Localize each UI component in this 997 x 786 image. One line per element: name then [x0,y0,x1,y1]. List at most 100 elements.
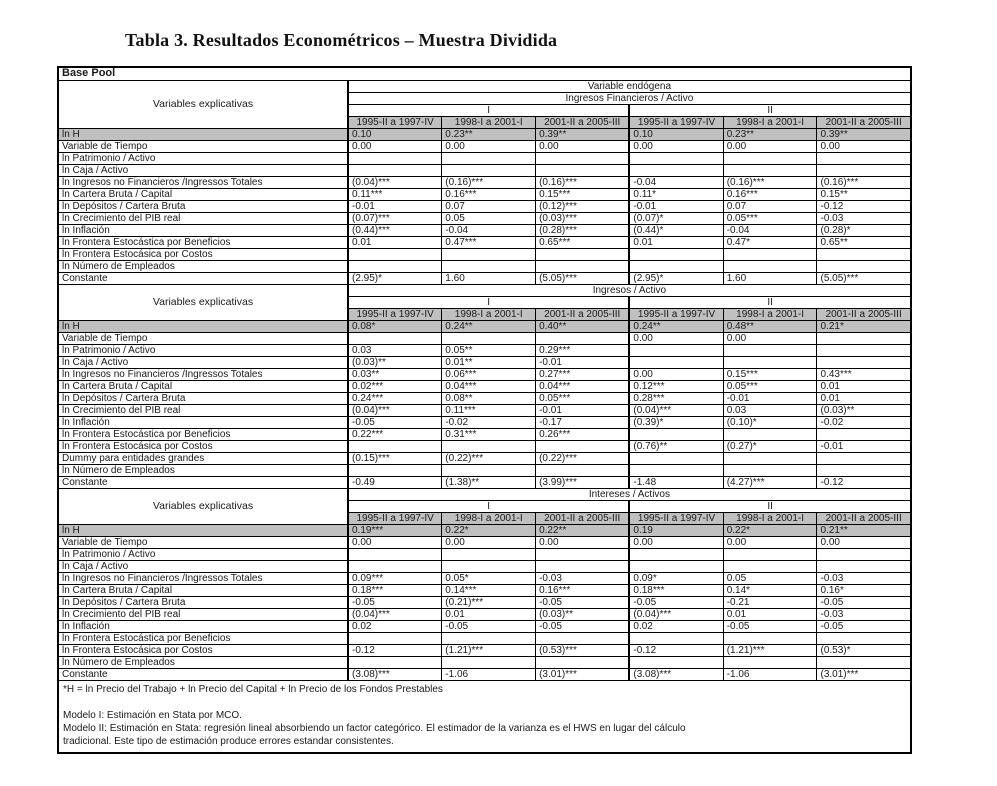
value-cell: -0.02 [441,415,537,429]
row-label: ln Ingresos no Financieros /Ingressos To… [57,571,349,585]
value-cell: 0.29*** [535,343,630,357]
value-cell: 0.00 [628,535,724,549]
row-label: ln Crecimiento del PIB real [57,607,349,621]
table-row: ln Caja / Activo (0.03)** 0.01** -0.01 [57,355,912,369]
value-cell [535,247,630,261]
row-label: ln Patrimonio / Activo [57,151,349,165]
period-header: 1995-II a 1997-IV [347,307,443,321]
value-cell: (0.21)*** [441,595,537,609]
value-cell: -0.03 [816,571,912,585]
value-cell: 0.02 [628,619,724,633]
period-header: 2001-II a 2005-III [535,307,630,321]
value-cell: 0.12*** [628,379,724,393]
value-cell [816,163,912,177]
value-cell: -0.01 [535,403,630,417]
row-label: ln Frontera Estocástica por Beneficios [57,427,349,441]
value-cell: 0.28*** [628,391,724,405]
variables-explicativas-label: Variables explicativas [57,487,349,525]
value-cell [441,559,537,573]
period-header: 1998-I a 2001-I [722,511,818,525]
value-cell [628,547,724,561]
row-label: ln H [57,523,349,537]
value-cell: -0.03 [816,607,912,621]
value-cell: 0.16*** [535,583,630,597]
value-cell: (4.27)*** [722,475,818,489]
value-cell: (0.28)*** [535,223,630,237]
value-cell [347,163,443,177]
value-cell [441,259,537,273]
value-cell [816,343,912,357]
period-header: 2001-II a 2005-III [816,511,912,525]
value-cell: 0.26*** [535,427,630,441]
table-row: ln Crecimiento del PIB real (0.07)*** 0.05… [57,211,912,225]
value-cell: 1.60 [441,271,537,285]
value-cell: 0.16*** [441,187,537,201]
value-cell: 0.01 [816,379,912,393]
row-label: ln Inflación [57,619,349,633]
value-cell: 0.00 [722,139,818,153]
value-cell: (1.21)*** [722,643,818,657]
value-cell [722,655,818,669]
table-row: ln Frontera Estocásica por Costos -0.12 (1… [57,643,912,657]
value-cell: 0.05** [441,343,537,357]
value-cell [816,631,912,645]
value-cell: (0.03)** [535,607,630,621]
base-pool-row: Base Pool [57,66,912,81]
value-cell: 0.08* [347,319,443,333]
table-row: Constante -0.49 (1.38)** (3.99)*** -1.48 (4.2… [57,475,912,489]
value-cell: -0.01 [628,199,724,213]
footnote-line: tradicional. Este tipo de estimación pro… [63,735,394,747]
value-cell: -0.49 [347,475,443,489]
value-cell: 1.60 [722,271,818,285]
value-cell [347,259,443,273]
value-cell [816,151,912,165]
value-cell: (0.03)** [347,355,443,369]
dependent-header-row: Variables explicativas Ingresos / Activo [57,283,912,321]
value-cell [816,259,912,273]
value-cell: -0.01 [722,391,818,405]
row-label: Variable de Tiempo [57,139,349,153]
value-cell: -0.12 [347,643,443,657]
value-cell: 0.09* [628,571,724,585]
table-row: ln Crecimiento del PIB real (0.04)*** 0.01… [57,607,912,621]
row-label: ln Número de Empleados [57,463,349,477]
value-cell: 0.00 [628,331,724,345]
value-cell [441,163,537,177]
row-label: Variable de Tiempo [57,331,349,345]
value-cell: 0.39** [535,127,630,141]
value-cell: 0.18*** [347,583,443,597]
value-cell: 0.07 [722,199,818,213]
value-cell [722,355,818,369]
table-row: ln Frontera Estocástica por Beneficios 0.… [57,427,912,441]
value-cell: 0.00 [347,139,443,153]
table-row: Variable de Tiempo 0.00 0.00 0.00 0.00 0.00 0.… [57,139,912,153]
value-cell [628,151,724,165]
value-cell [722,451,818,465]
base-pool-label: Base Pool [57,66,912,81]
table-row: ln Frontera Estocástica por Beneficios 0.… [57,235,912,249]
value-cell [535,163,630,177]
value-cell: -0.02 [816,415,912,429]
value-cell: -0.12 [816,199,912,213]
table-row: ln Número de Empleados [57,655,912,669]
value-cell: (3.01)*** [816,667,912,681]
value-cell: 0.00 [722,331,818,345]
value-cell [347,247,443,261]
value-cell: 0.27*** [535,367,630,381]
value-cell: (0.76)** [628,439,724,453]
table-row: ln Patrimonio / Activo [57,547,912,561]
row-label: ln Crecimiento del PIB real [57,403,349,417]
value-cell: 0.40** [535,319,630,333]
value-cell: 0.01 [722,607,818,621]
value-cell: 0.05* [441,571,537,585]
value-cell: -1.06 [722,667,818,681]
value-cell [535,559,630,573]
value-cell: 0.00 [347,535,443,549]
value-cell: -0.05 [535,595,630,609]
endogenous-variable-header: Variable endógena [347,79,912,93]
footnotes-row: *H = ln Precio del Trabajo + ln Precio d… [57,679,912,753]
value-cell: 0.47*** [441,235,537,249]
period-header-row: 1995-II a 1997-IV 1998-I a 2001-I 2001-II … [58,511,912,525]
value-cell: 0.47* [722,235,818,249]
value-cell [816,355,912,369]
